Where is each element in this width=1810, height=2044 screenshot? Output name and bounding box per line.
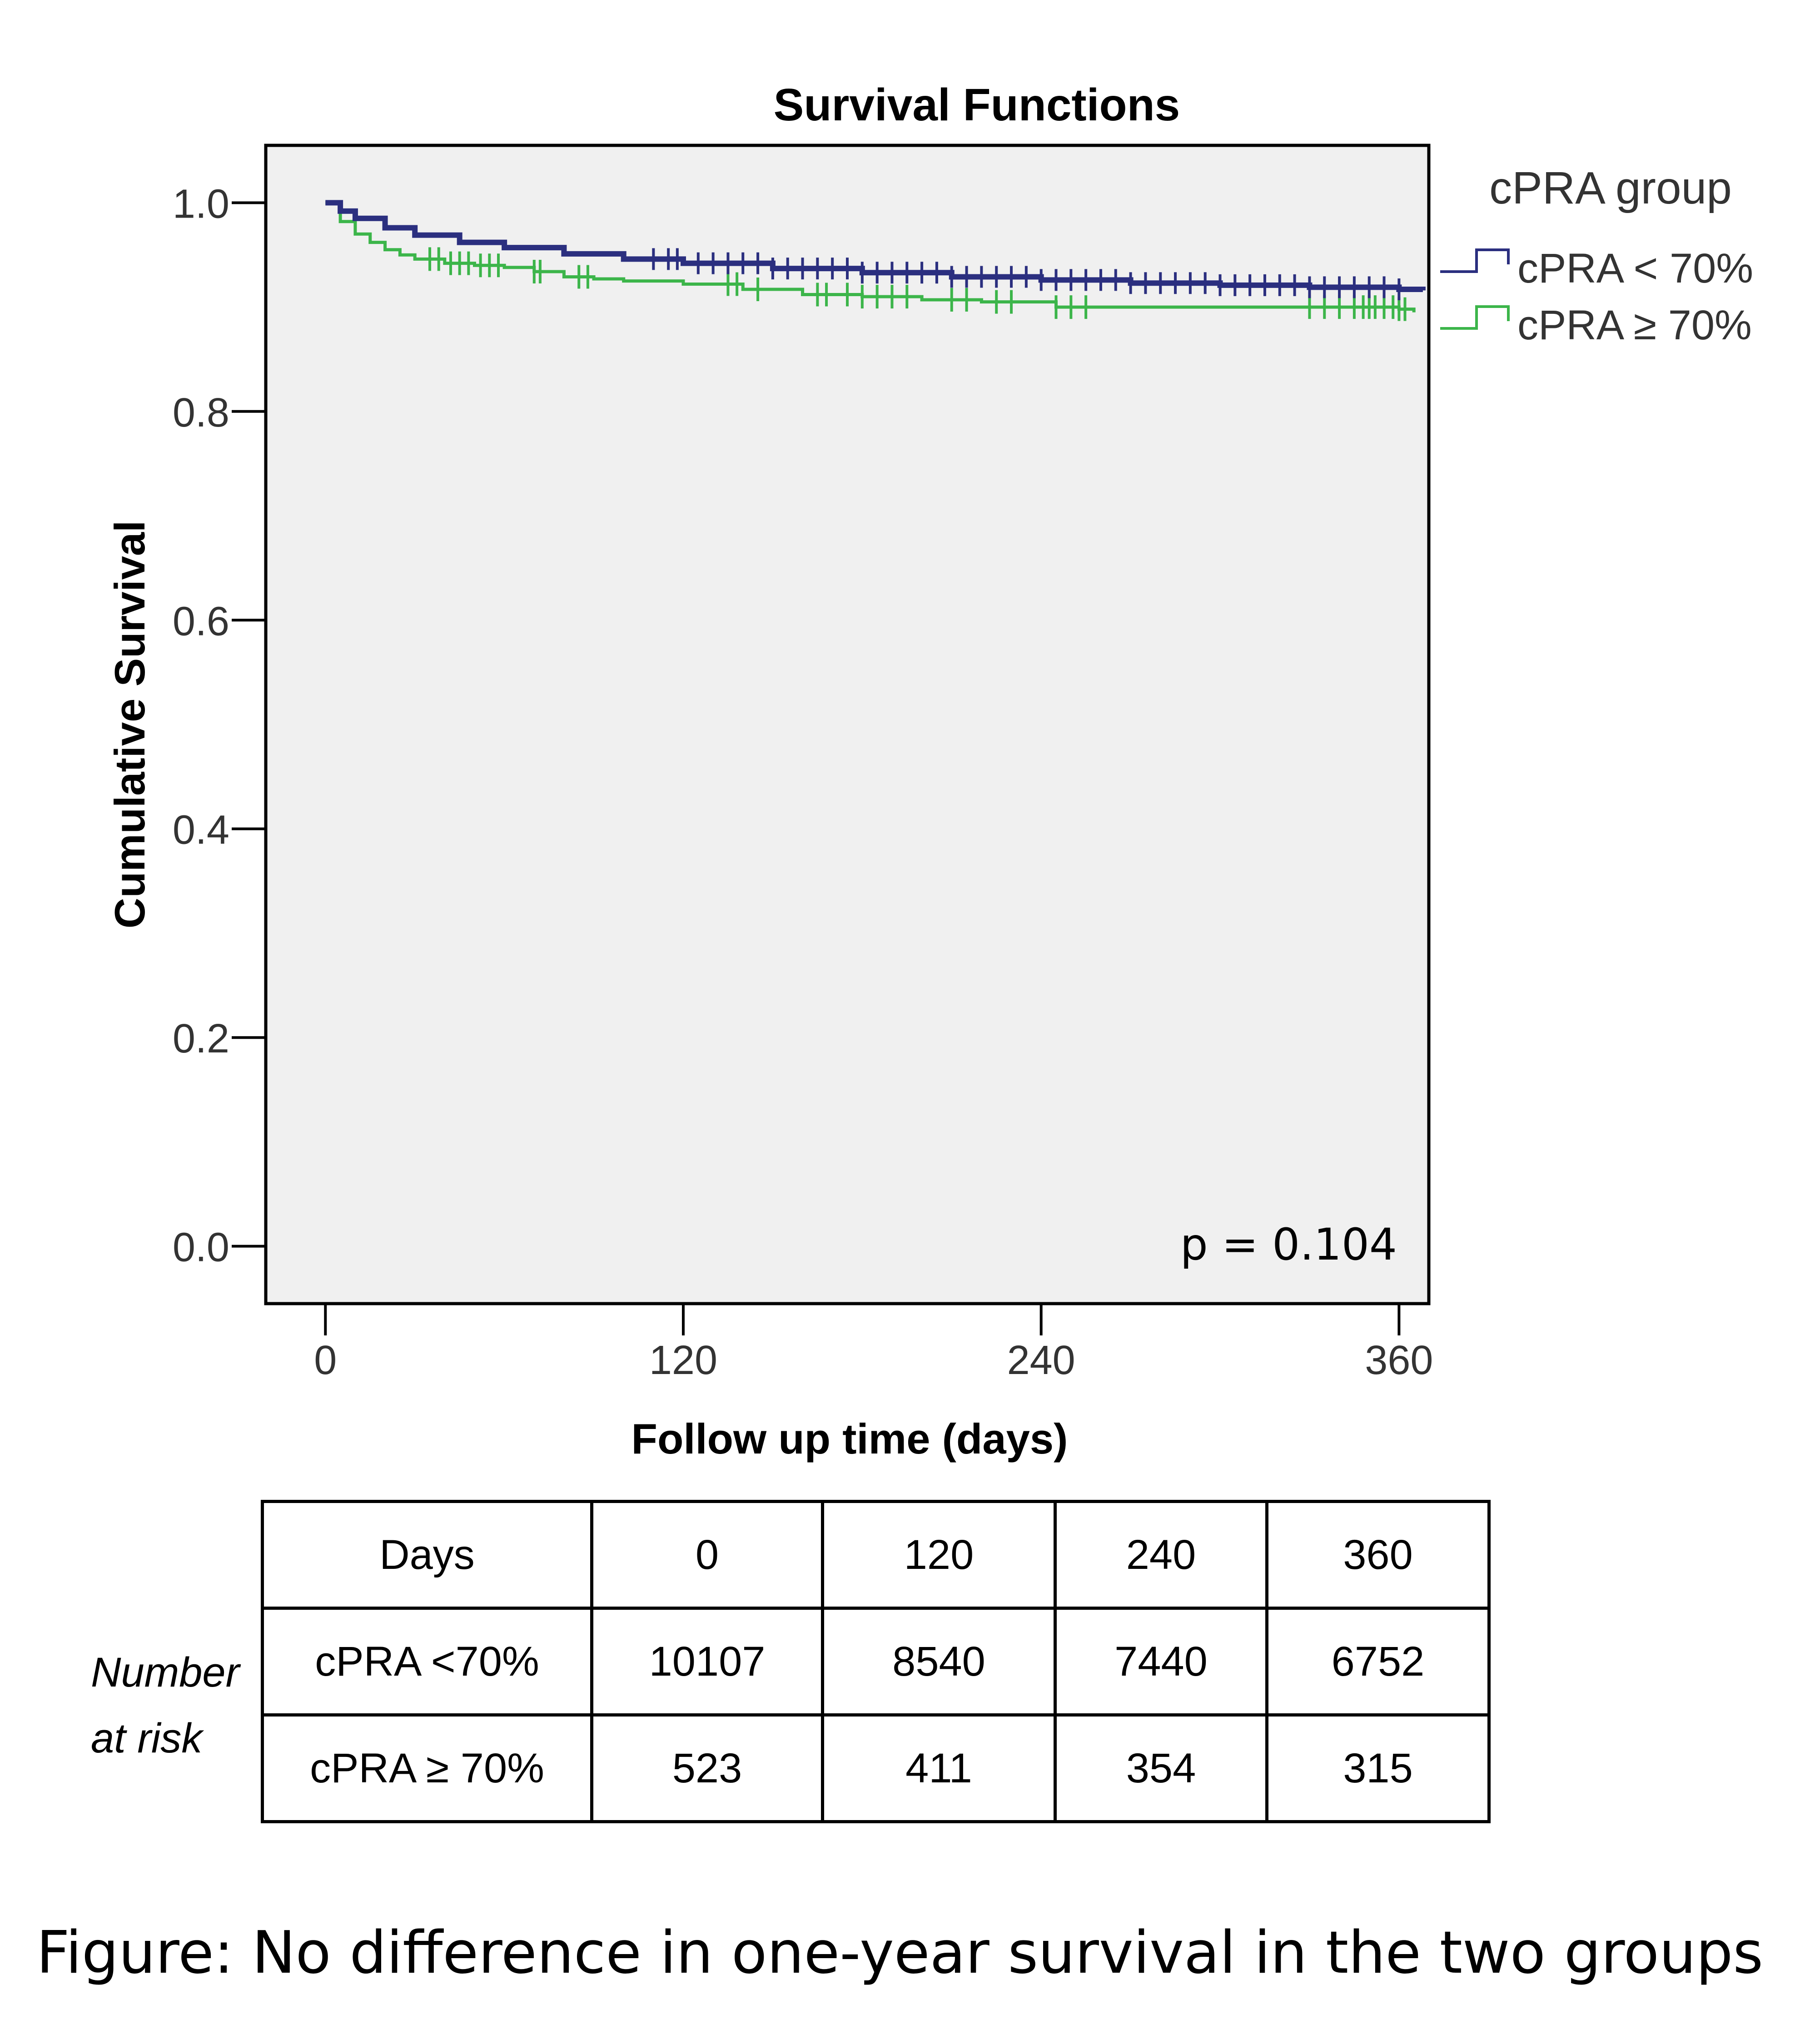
survival-chart: Survival Functions 0.0 0.2 0.4 0.6 0.8 1.0 0 1… [106, 79, 1753, 1463]
series-group [325, 201, 1416, 321]
number-at-risk-line-1: Number [91, 1649, 240, 1696]
risk-table-cell: 6752 [1265, 1607, 1491, 1717]
x-axis-label: Follow up time (days) [632, 1415, 1068, 1463]
chart-title: Survival Functions [774, 79, 1180, 130]
risk-table-cell: 10107 [590, 1607, 824, 1717]
risk-table-cell: cPRA ≥ 70% [261, 1713, 593, 1823]
risk-table-header-cell: 0 [590, 1500, 824, 1610]
series-group [325, 200, 1426, 301]
y-tick-label: 0.6 [173, 599, 229, 644]
p-value-annotation: p = 0.104 [1180, 1219, 1397, 1270]
series-layer [325, 200, 1426, 321]
legend-label: cPRA ≥ 70% [1517, 302, 1752, 348]
y-tick-label: 0.2 [173, 1016, 229, 1062]
y-tick-label: 0.8 [173, 390, 229, 436]
risk-table-cell: 8540 [821, 1607, 1057, 1717]
legend-label: cPRA < 70% [1517, 245, 1753, 292]
legend-title: cPRA group [1489, 163, 1732, 213]
y-axis: 0.0 0.2 0.4 0.6 0.8 1.0 [173, 181, 266, 1270]
y-axis-label: Cumulative Survival [106, 521, 154, 929]
risk-table-cell: 523 [590, 1713, 824, 1823]
number-at-risk-label: Number at risk [91, 1640, 239, 1771]
number-at-risk-line-2: at risk [91, 1715, 203, 1761]
risk-table-cell: cPRA <70% [261, 1607, 593, 1717]
risk-table-cell: 354 [1054, 1713, 1268, 1823]
risk-table-cell: 411 [821, 1713, 1057, 1823]
y-tick-label: 1.0 [173, 181, 229, 227]
risk-table-row: cPRA ≥ 70% 523 411 354 315 [261, 1713, 1491, 1823]
legend-swatch [1440, 305, 1510, 330]
x-tick-label: 0 [314, 1338, 337, 1383]
y-tick-label: 0.4 [173, 808, 229, 853]
risk-table-header-cell: 120 [821, 1500, 1057, 1610]
risk-table-header-cell: Days [261, 1500, 593, 1610]
x-tick-label: 120 [649, 1338, 717, 1383]
x-tick-label: 360 [1365, 1338, 1433, 1383]
risk-table-cell: 7440 [1054, 1607, 1268, 1717]
risk-table-header-cell: 240 [1054, 1500, 1268, 1610]
y-tick-label: 0.0 [173, 1225, 229, 1270]
x-axis: 0 120 240 360 [314, 1304, 1433, 1383]
risk-table-cell: 315 [1265, 1713, 1491, 1823]
legend: cPRA group cPRA < 70% cPRA ≥ 70% [1440, 163, 1753, 348]
risk-table-header-cell: 360 [1265, 1500, 1491, 1610]
figure-caption: Figure: No difference in one-year surviv… [36, 1919, 1763, 1987]
risk-table-header-row: Days 0 120 240 360 [261, 1500, 1491, 1610]
series-line [325, 201, 1416, 313]
risk-table-row: cPRA <70% 10107 8540 7440 6752 [261, 1607, 1491, 1717]
plot-area [264, 144, 1431, 1305]
x-tick-label: 240 [1007, 1338, 1075, 1383]
risk-table: Days 0 120 240 360 cPRA <70% 10107 8540 … [261, 1500, 1491, 1823]
legend-swatch [1440, 248, 1510, 273]
